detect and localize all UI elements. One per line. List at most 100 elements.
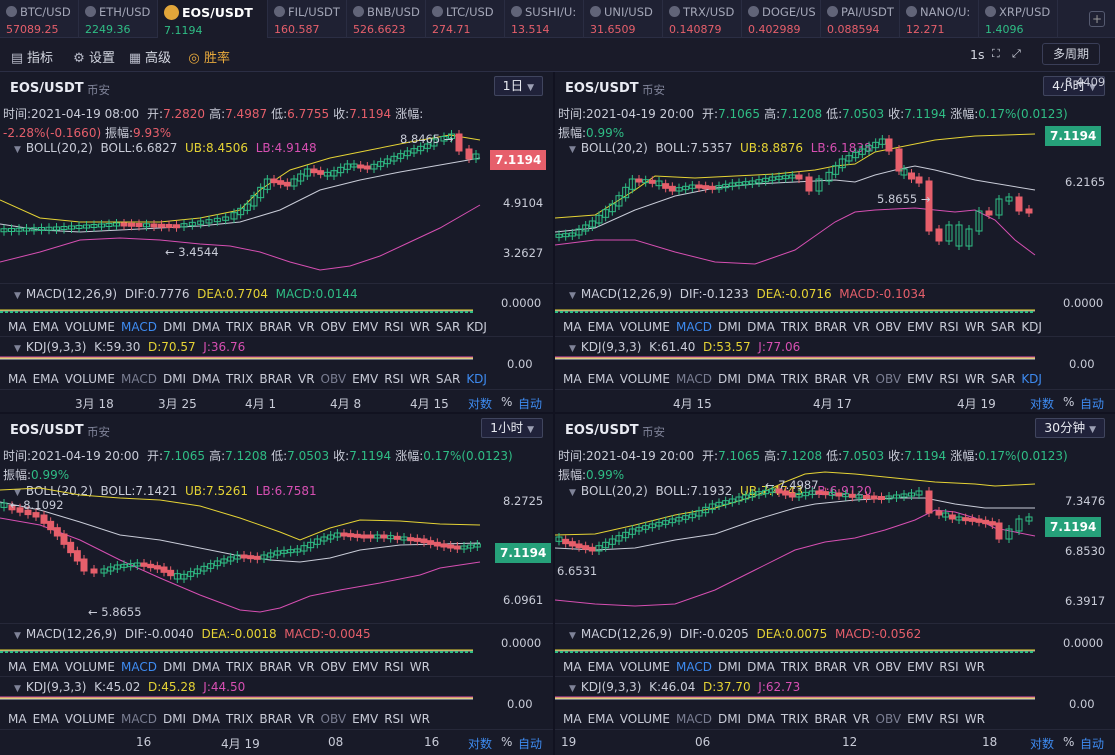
indicator-tab-sar[interactable]: SAR <box>990 320 1016 334</box>
indicator-tab-dma[interactable]: DMA <box>192 372 220 386</box>
percent-scale-button[interactable]: % <box>501 395 513 409</box>
indicator-tab-ma[interactable]: MA <box>8 660 27 674</box>
indicator-tab-ema[interactable]: EMA <box>32 660 59 674</box>
price-chart[interactable] <box>0 124 483 334</box>
indicator-tab-obv[interactable]: OBV <box>875 372 902 386</box>
indicator-tab-brar[interactable]: BRAR <box>814 660 847 674</box>
indicator-tab-volume[interactable]: VOLUME <box>619 712 670 726</box>
log-scale-button[interactable]: 对数 <box>1030 737 1055 751</box>
multi-period-button[interactable]: 多周期 <box>1042 43 1100 65</box>
log-scale-button[interactable]: 对数 <box>468 737 493 751</box>
collapse-icon[interactable]: ▼ <box>569 488 576 498</box>
indicator-tab-rsi[interactable]: RSI <box>384 660 404 674</box>
indicator-tab-dma[interactable]: DMA <box>192 712 220 726</box>
indicator-tab-ema[interactable]: EMA <box>32 320 59 334</box>
indicator-tab-volume[interactable]: VOLUME <box>64 660 115 674</box>
collapse-icon[interactable]: ▼ <box>569 145 576 155</box>
indicator-tab-obv[interactable]: OBV <box>320 320 347 334</box>
indicator-tab-obv[interactable]: OBV <box>875 320 902 334</box>
collapse-icon[interactable]: ▼ <box>14 488 21 498</box>
collapse-icon[interactable]: ▼ <box>569 344 576 354</box>
indicator-tab-emv[interactable]: EMV <box>352 372 379 386</box>
indicator-tab-emv[interactable]: EMV <box>352 320 379 334</box>
indicator-tab-ema[interactable]: EMA <box>587 320 614 334</box>
indicator-tab-ema[interactable]: EMA <box>587 660 614 674</box>
indicator-tab-wr[interactable]: WR <box>964 712 985 726</box>
collapse-icon[interactable]: ▼ <box>569 631 576 641</box>
percent-scale-button[interactable]: % <box>1063 395 1075 409</box>
indicator-tab-dmi[interactable]: DMI <box>717 712 742 726</box>
indicator-tab-trix[interactable]: TRIX <box>780 372 809 386</box>
ticker-tab-uni[interactable]: UNI/USD 31.6509 <box>584 0 663 38</box>
indicator-tab-vr[interactable]: VR <box>297 660 315 674</box>
indicator-tab-obv[interactable]: OBV <box>320 712 347 726</box>
collapse-icon[interactable]: ▼ <box>569 684 576 694</box>
ticker-tab-pai[interactable]: PAI/USDT 0.088594 <box>821 0 900 38</box>
indicator-tab-trix[interactable]: TRIX <box>780 320 809 334</box>
indicator-tab-volume[interactable]: VOLUME <box>64 372 115 386</box>
indicator-tab-rsi[interactable]: RSI <box>939 712 959 726</box>
chart-panel-2[interactable]: EOS/USDT 币安 4小时 ▼ 时间:2021-04-19 20:00 开:7.1… <box>555 72 1115 412</box>
indicator-tab-macd[interactable]: MACD <box>675 320 712 334</box>
indicator-tab-kdj[interactable]: KDJ <box>1021 320 1042 334</box>
indicator-tab-dmi[interactable]: DMI <box>162 660 187 674</box>
indicator-tab-sar[interactable]: SAR <box>435 320 461 334</box>
indicator-tab-dmi[interactable]: DMI <box>162 712 187 726</box>
ticker-tab-btc[interactable]: BTC/USD 57089.25 <box>0 0 79 38</box>
indicator-tab-obv[interactable]: OBV <box>320 372 347 386</box>
indicator-tab-macd[interactable]: MACD <box>675 372 712 386</box>
indicator-tab-dma[interactable]: DMA <box>747 320 775 334</box>
indicator-tab-macd[interactable]: MACD <box>675 660 712 674</box>
indicator-tab-vr[interactable]: VR <box>852 660 870 674</box>
ticker-tab-eos[interactable]: EOS/USDT 7.1194 <box>158 0 268 38</box>
indicator-tab-dmi[interactable]: DMI <box>162 372 187 386</box>
indicator-tab-brar[interactable]: BRAR <box>814 372 847 386</box>
ticker-tab-doge[interactable]: DOGE/US 0.402989 <box>742 0 821 38</box>
indicator-tab-ma[interactable]: MA <box>8 712 27 726</box>
indicator-tab-kdj[interactable]: KDJ <box>466 372 487 386</box>
ticker-tab-trx[interactable]: TRX/USD 0.140879 <box>663 0 742 38</box>
indicator-tab-macd[interactable]: MACD <box>120 320 157 334</box>
indicator-tab-trix[interactable]: TRIX <box>225 372 254 386</box>
indicator-tab-trix[interactable]: TRIX <box>780 712 809 726</box>
indicator-tab-dmi[interactable]: DMI <box>717 660 742 674</box>
ticker-tab-eth[interactable]: ETH/USD 2249.36 <box>79 0 158 38</box>
indicator-tab-kdj[interactable]: KDJ <box>1021 372 1042 386</box>
indicator-tab-dmi[interactable]: DMI <box>162 320 187 334</box>
indicator-tab-obv[interactable]: OBV <box>320 660 347 674</box>
indicator-tab-emv[interactable]: EMV <box>907 660 934 674</box>
percent-scale-button[interactable]: % <box>501 735 513 749</box>
auto-scale-button[interactable]: 自动 <box>1080 737 1105 751</box>
indicator-tab-rsi[interactable]: RSI <box>939 660 959 674</box>
indicator-tab-wr[interactable]: WR <box>964 320 985 334</box>
indicator-tab-dma[interactable]: DMA <box>747 372 775 386</box>
indicator-tab-kdj[interactable]: KDJ <box>466 320 487 334</box>
indicator-tab-vr[interactable]: VR <box>852 372 870 386</box>
indicator-tab-brar[interactable]: BRAR <box>814 712 847 726</box>
settings-button[interactable]: ⚙ 设置 <box>73 51 116 66</box>
indicator-tab-rsi[interactable]: RSI <box>939 372 959 386</box>
indicator-tab-vr[interactable]: VR <box>297 372 315 386</box>
interval-select[interactable]: 1小时 ▼ <box>481 418 543 438</box>
indicator-tab-ma[interactable]: MA <box>8 372 27 386</box>
indicator-tab-brar[interactable]: BRAR <box>259 712 292 726</box>
indicator-tab-ema[interactable]: EMA <box>32 372 59 386</box>
indicator-tab-sar[interactable]: SAR <box>990 372 1016 386</box>
ticker-tab-bnb[interactable]: BNB/USD 526.6623 <box>347 0 426 38</box>
indicator-tab-vr[interactable]: VR <box>297 320 315 334</box>
indicator-tab-brar[interactable]: BRAR <box>259 372 292 386</box>
fullscreen-icon[interactable]: ⛶ <box>992 47 1000 60</box>
auto-scale-button[interactable]: 自动 <box>518 397 543 411</box>
indicator-tab-volume[interactable]: VOLUME <box>64 712 115 726</box>
indicator-tab-rsi[interactable]: RSI <box>384 320 404 334</box>
indicator-tab-rsi[interactable]: RSI <box>384 372 404 386</box>
indicator-tab-obv[interactable]: OBV <box>875 712 902 726</box>
indicator-tab-trix[interactable]: TRIX <box>780 660 809 674</box>
chart-panel-3[interactable]: EOS/USDT 币安 1小时 ▼ 时间:2021-04-19 20:00 开:7.1… <box>0 414 553 755</box>
indicator-tab-macd[interactable]: MACD <box>675 712 712 726</box>
indicator-tab-macd[interactable]: MACD <box>120 372 157 386</box>
indicator-tab-brar[interactable]: BRAR <box>259 660 292 674</box>
indicator-tab-rsi[interactable]: RSI <box>939 320 959 334</box>
price-chart[interactable] <box>555 462 1045 672</box>
collapse-icon[interactable]: ▼ <box>14 145 21 155</box>
